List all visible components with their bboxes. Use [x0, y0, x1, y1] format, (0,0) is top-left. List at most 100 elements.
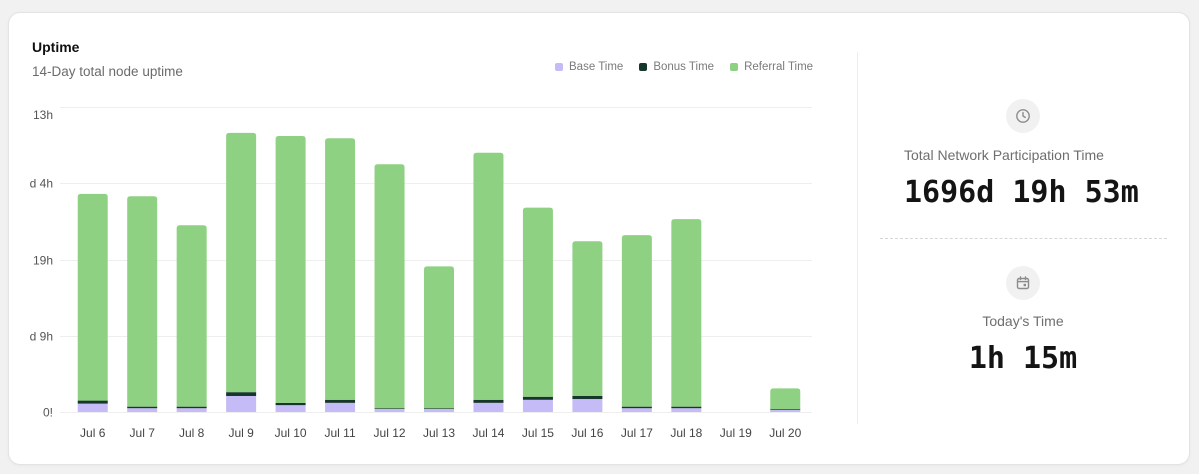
bar-segment-bonus-time[interactable] — [522, 396, 553, 400]
bar-segment-base-time[interactable] — [621, 408, 652, 412]
bar-segment-referral-time[interactable] — [325, 138, 356, 400]
clock-icon-badge — [1006, 99, 1040, 133]
legend-item-referral-time[interactable]: Referral Time — [730, 60, 813, 74]
chart-legend: Base Time Bonus Time Referral Time — [555, 60, 813, 74]
y-tick-label: d 4h — [30, 177, 53, 191]
bar-segment-referral-time[interactable] — [275, 135, 306, 403]
total-participation-label: Total Network Participation Time — [904, 147, 1104, 163]
bar-segment-referral-time[interactable] — [127, 196, 158, 407]
bar-segment-bonus-time[interactable] — [374, 408, 405, 409]
bar-segment-bonus-time[interactable] — [176, 406, 207, 409]
bar-segment-base-time[interactable] — [424, 408, 454, 412]
x-tick-label: Jul 20 — [769, 426, 801, 440]
bar-segment-referral-time[interactable] — [572, 241, 603, 396]
bar-segment-bonus-time[interactable] — [671, 406, 702, 409]
bar-segment-bonus-time[interactable] — [127, 406, 158, 409]
bar-stack-jul-11 — [325, 138, 356, 412]
x-tick-label: Jul 9 — [228, 426, 254, 440]
bar-segment-base-time[interactable] — [473, 402, 504, 412]
bar-stack-jul-20 — [770, 388, 801, 412]
bar-segment-referral-time[interactable] — [424, 266, 454, 409]
x-tick-label: Jul 19 — [720, 426, 752, 440]
bar-segment-base-time[interactable] — [275, 405, 306, 412]
bar-stack-jul-10 — [275, 135, 306, 412]
bar-segment-base-time[interactable] — [522, 399, 553, 412]
bar-segment-bonus-time[interactable] — [473, 399, 504, 403]
clock-icon — [1016, 109, 1030, 123]
bar-segment-base-time[interactable] — [325, 402, 356, 412]
bar-stack-jul-16 — [572, 241, 603, 412]
bar-segment-referral-time[interactable] — [77, 193, 108, 401]
card-subtitle: 14-Day total node uptime — [32, 64, 183, 79]
bar-segment-referral-time[interactable] — [621, 235, 652, 407]
legend-label-referral-time: Referral Time — [744, 61, 814, 73]
bar-segment-base-time[interactable] — [572, 399, 603, 412]
bar-segment-bonus-time[interactable] — [621, 406, 652, 409]
bar-segment-referral-time[interactable] — [671, 219, 702, 407]
x-tick-label: Jul 15 — [522, 426, 554, 440]
bar-segment-bonus-time[interactable] — [572, 395, 603, 400]
bar-segment-bonus-time[interactable] — [275, 402, 306, 406]
x-tick-label: Jul 10 — [275, 426, 307, 440]
today-time-value: 1h 15m — [968, 341, 1078, 376]
y-axis: 0! d 9h 19h d 4h 13h — [30, 108, 53, 420]
x-tick-label: Jul 6 — [80, 426, 106, 440]
legend-swatch-referral-time — [730, 63, 739, 71]
bar-segment-referral-time[interactable] — [374, 164, 405, 409]
x-tick-label: Jul 16 — [571, 426, 603, 440]
legend-label-bonus-time: Bonus Time — [653, 61, 715, 73]
bar-segment-referral-time[interactable] — [176, 225, 207, 407]
total-participation-value: 1696d 19h 53m — [904, 175, 1139, 210]
bar-stack-jul-8 — [176, 225, 207, 412]
x-axis: Jul 6 Jul 7 Jul 8 Jul 9 Jul 10 Jul 11 Jul 12 Ju… — [80, 426, 802, 440]
bar-stack-jul-15 — [522, 207, 553, 412]
bar-stack-jul-17 — [621, 235, 652, 412]
chart-bars — [77, 132, 801, 412]
panel-divider — [857, 52, 858, 424]
bar-segment-bonus-time[interactable] — [325, 399, 356, 403]
bar-segment-base-time[interactable] — [77, 403, 108, 412]
bar-stack-jul-9 — [226, 132, 257, 412]
calendar-icon-badge — [1006, 266, 1040, 300]
today-time-label: Today's Time — [982, 313, 1064, 329]
uptime-bar-chart: 0! d 9h 19h d 4h 13h Jul 6 Jul 7 Jul 8 Jul 9 Jul… — [30, 107, 812, 440]
x-tick-label: Jul 13 — [423, 426, 455, 440]
bar-segment-bonus-time[interactable] — [770, 408, 801, 410]
y-tick-label: 13h — [33, 108, 53, 122]
legend-item-base-time[interactable]: Base Time — [555, 60, 623, 74]
bar-segment-referral-time[interactable] — [226, 132, 257, 393]
bar-stack-jul-12 — [374, 164, 405, 412]
bar-segment-referral-time[interactable] — [770, 388, 801, 409]
x-tick-label: Jul 14 — [472, 426, 504, 440]
bar-stack-jul-18 — [671, 219, 702, 412]
bar-segment-base-time[interactable] — [671, 408, 702, 412]
bar-segment-base-time[interactable] — [374, 408, 405, 412]
bar-segment-referral-time[interactable] — [522, 207, 553, 397]
bar-segment-bonus-time[interactable] — [424, 408, 454, 409]
y-tick-label: d 9h — [30, 330, 53, 344]
bar-stack-jul-6 — [77, 193, 108, 412]
x-tick-label: Jul 18 — [670, 426, 702, 440]
bar-segment-bonus-time[interactable] — [226, 392, 257, 396]
legend-item-bonus-time[interactable]: Bonus Time — [639, 60, 714, 74]
legend-swatch-base-time — [555, 63, 563, 71]
bar-segment-bonus-time[interactable] — [77, 400, 108, 404]
bar-segment-base-time[interactable] — [176, 408, 207, 412]
bar-segment-base-time[interactable] — [226, 395, 257, 412]
x-tick-label: Jul 17 — [621, 426, 653, 440]
x-tick-label: Jul 12 — [374, 426, 406, 440]
legend-label-base-time: Base Time — [569, 61, 624, 73]
legend-swatch-bonus-time — [639, 63, 648, 71]
x-tick-label: Jul 8 — [179, 426, 205, 440]
bar-stack-jul-14 — [473, 152, 504, 412]
y-tick-label: 0! — [43, 406, 53, 420]
stats-divider — [880, 238, 1167, 239]
bar-segment-referral-time[interactable] — [473, 152, 504, 400]
y-tick-label: 19h — [33, 254, 53, 268]
bar-segment-base-time[interactable] — [127, 408, 158, 412]
bar-stack-jul-13 — [424, 266, 454, 412]
x-tick-label: Jul 7 — [130, 426, 156, 440]
calendar-icon — [1016, 276, 1030, 290]
bar-segment-base-time[interactable] — [770, 409, 801, 412]
card-title: Uptime — [32, 39, 80, 55]
